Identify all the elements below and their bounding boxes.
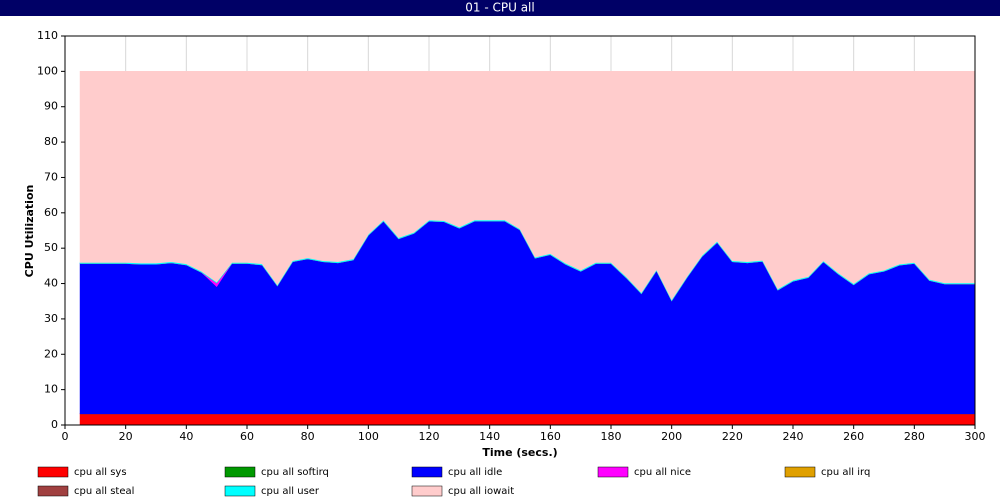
x-tick-label: 60: [240, 430, 254, 443]
y-tick-label: 110: [37, 29, 58, 42]
legend-label: cpu all steal: [74, 486, 134, 497]
x-tick-label: 160: [540, 430, 561, 443]
x-tick-label: 120: [419, 430, 440, 443]
x-tick-label: 100: [358, 430, 379, 443]
y-tick-label: 100: [37, 64, 58, 77]
y-tick-label: 30: [44, 312, 58, 325]
legend-label: cpu all softirq: [261, 467, 329, 478]
legend-swatch: [37, 485, 69, 497]
x-tick-label: 180: [601, 430, 622, 443]
x-tick-label: 240: [783, 430, 804, 443]
y-tick-label: 0: [51, 418, 58, 431]
legend-swatch: [411, 466, 443, 478]
legend-label: cpu all nice: [634, 467, 691, 478]
y-tick-label: 80: [44, 135, 58, 148]
x-tick-label: 40: [179, 430, 193, 443]
x-tick-label: 20: [119, 430, 133, 443]
x-tick-label: 0: [62, 430, 69, 443]
y-tick-label: 70: [44, 170, 58, 183]
y-tick-label: 40: [44, 277, 58, 290]
x-tick-label: 220: [722, 430, 743, 443]
y-tick-label: 60: [44, 206, 58, 219]
legend-swatch: [597, 466, 629, 478]
legend-label: cpu all sys: [74, 467, 127, 478]
x-tick-label: 260: [843, 430, 864, 443]
title-bar: [0, 0, 1000, 16]
legend-swatch: [37, 466, 69, 478]
y-tick-label: 90: [44, 100, 58, 113]
y-axis-label: CPU Utilization: [23, 185, 36, 278]
chart-title: 01 - CPU all: [465, 1, 534, 15]
legend-label: cpu all user: [261, 486, 320, 497]
plot-border: [64, 35, 976, 426]
y-tick-label: 50: [44, 241, 58, 254]
legend-swatch: [224, 485, 256, 497]
x-tick-label: 200: [661, 430, 682, 443]
legend-swatch: [411, 485, 443, 497]
plot-area: 0 10 20 30 40 50 60 70 80 90 100 110 0 20 40 60 80 100 120…: [37, 29, 986, 443]
y-tick-label: 10: [44, 383, 58, 396]
legend-label: cpu all idle: [448, 467, 502, 478]
legend-swatch: [784, 466, 816, 478]
legend: cpu all sys cpu all softirq cpu all idle cp…: [37, 466, 870, 497]
legend-label: cpu all iowait: [448, 486, 514, 497]
x-tick-label: 80: [301, 430, 315, 443]
x-tick-label: 300: [965, 430, 986, 443]
area: [79, 413, 976, 426]
x-tick-label: 140: [479, 430, 500, 443]
x-tick-label: 280: [904, 430, 925, 443]
legend-label: cpu all irq: [821, 467, 870, 478]
x-axis-label: Time (secs.): [482, 446, 557, 459]
legend-swatch: [224, 466, 256, 478]
y-tick-label: 20: [44, 347, 58, 360]
